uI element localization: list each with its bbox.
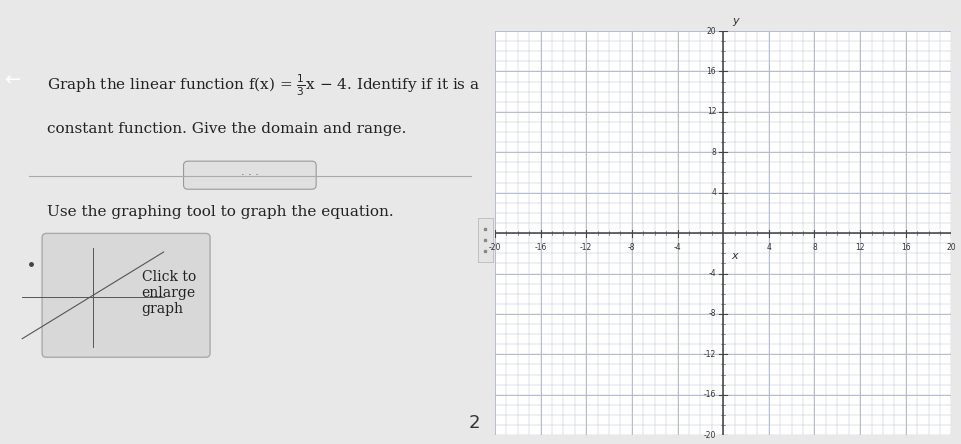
Text: x: x bbox=[731, 251, 738, 261]
Text: · · ·: · · · bbox=[241, 170, 259, 180]
Text: 16: 16 bbox=[706, 67, 716, 76]
Text: constant function. Give the domain and range.: constant function. Give the domain and r… bbox=[46, 122, 406, 136]
Text: 2: 2 bbox=[468, 414, 480, 432]
Text: -4: -4 bbox=[674, 243, 681, 252]
Text: 8: 8 bbox=[711, 148, 716, 157]
Text: -20: -20 bbox=[703, 431, 716, 440]
Text: -4: -4 bbox=[708, 269, 716, 278]
Text: 12: 12 bbox=[706, 107, 716, 116]
Text: ←: ← bbox=[4, 71, 20, 90]
Text: 8: 8 bbox=[812, 243, 817, 252]
FancyBboxPatch shape bbox=[42, 234, 210, 357]
Text: Click to
enlarge
graph: Click to enlarge graph bbox=[141, 270, 196, 317]
Text: -16: -16 bbox=[534, 243, 547, 252]
Text: 20: 20 bbox=[706, 27, 716, 36]
Text: 12: 12 bbox=[855, 243, 865, 252]
Text: 20: 20 bbox=[947, 243, 956, 252]
Text: -20: -20 bbox=[489, 243, 501, 252]
Text: -12: -12 bbox=[704, 350, 716, 359]
Text: 4: 4 bbox=[766, 243, 772, 252]
Text: Use the graphing tool to graph the equation.: Use the graphing tool to graph the equat… bbox=[46, 205, 393, 218]
Text: y: y bbox=[732, 16, 739, 26]
Text: Graph the linear function f(x) = $\frac{1}{3}$x $-$ 4. Identify if it is a: Graph the linear function f(x) = $\frac{… bbox=[46, 72, 480, 98]
Text: -8: -8 bbox=[628, 243, 635, 252]
FancyBboxPatch shape bbox=[184, 161, 316, 189]
Text: -8: -8 bbox=[709, 309, 716, 318]
Text: 16: 16 bbox=[900, 243, 911, 252]
Text: -16: -16 bbox=[703, 390, 716, 399]
Text: -12: -12 bbox=[580, 243, 592, 252]
Text: 4: 4 bbox=[711, 188, 716, 197]
